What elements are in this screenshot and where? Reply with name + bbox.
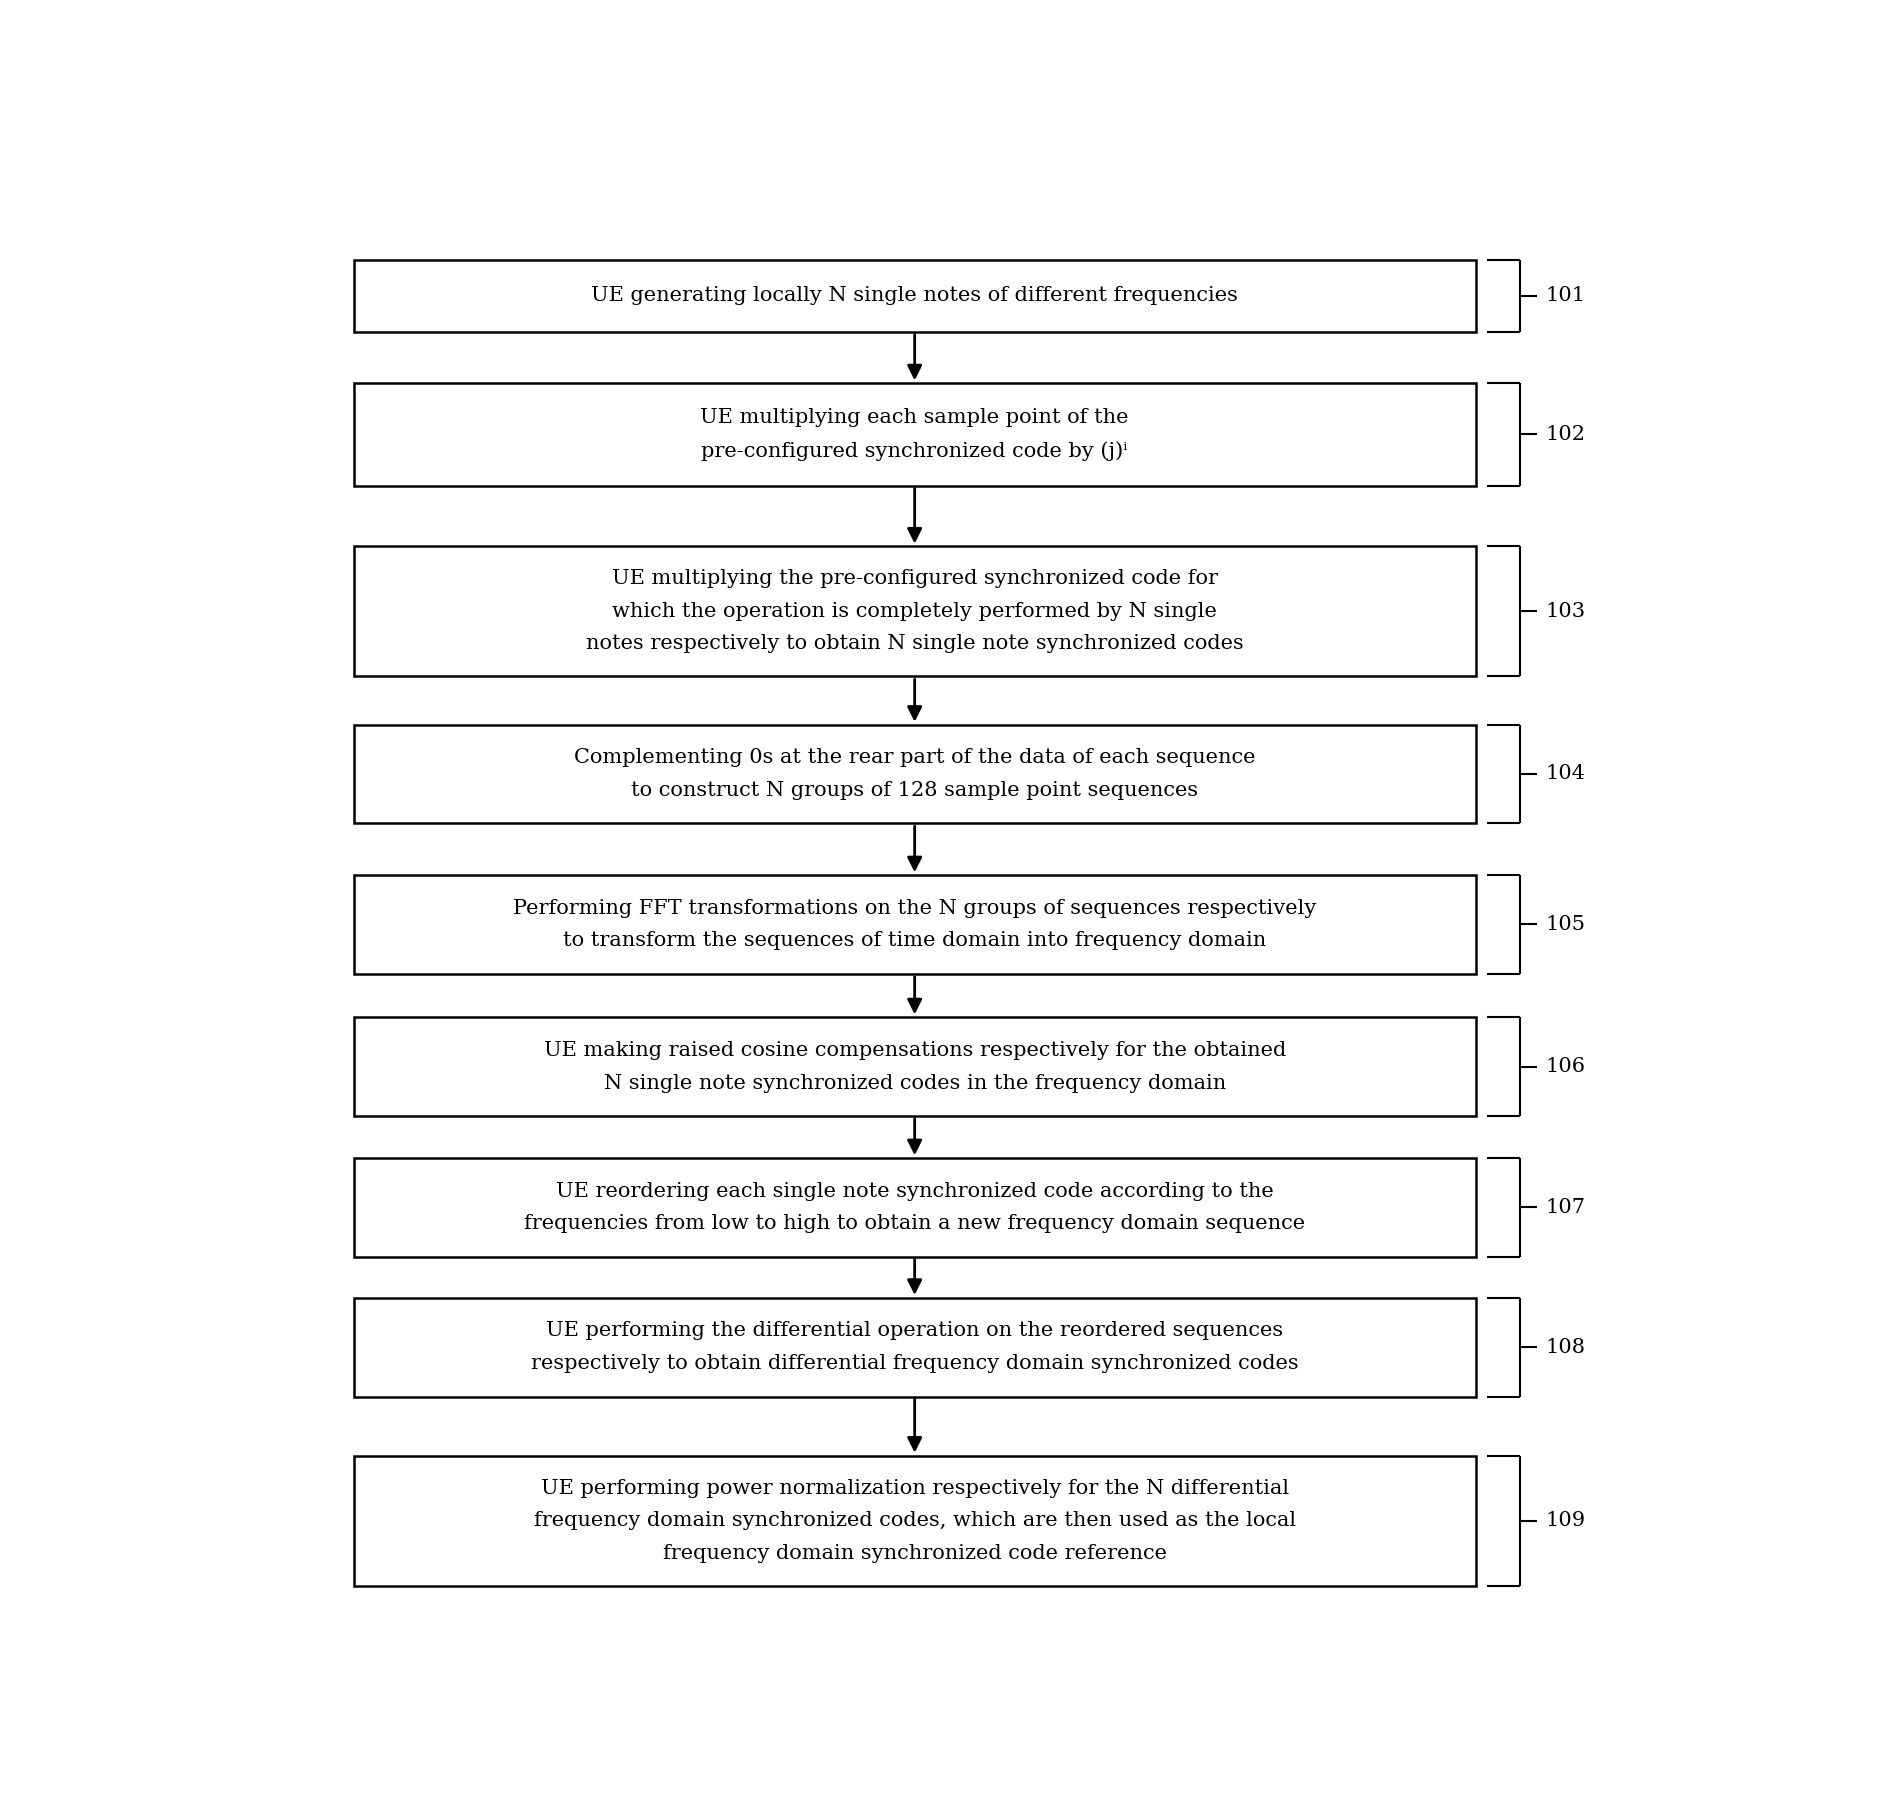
Text: to construct N groups of 128 sample point sequences: to construct N groups of 128 sample poin… (632, 782, 1198, 800)
Text: UE generating locally N single notes of different frequencies: UE generating locally N single notes of … (590, 287, 1237, 305)
Text: which the operation is completely performed by N single: which the operation is completely perfor… (613, 602, 1217, 620)
Text: 102: 102 (1546, 424, 1585, 444)
Bar (354, 874, 1476, 974)
Bar (354, 724, 1476, 824)
Text: Complementing 0s at the rear part of the data of each sequence: Complementing 0s at the rear part of the… (573, 747, 1256, 767)
Text: 101: 101 (1546, 287, 1585, 305)
Text: 104: 104 (1546, 764, 1585, 784)
Text: frequency domain synchronized codes, which are then used as the local: frequency domain synchronized codes, whi… (534, 1511, 1296, 1529)
Text: 103: 103 (1546, 602, 1585, 620)
Text: UE performing the differential operation on the reordered sequences: UE performing the differential operation… (547, 1321, 1283, 1341)
Text: frequency domain synchronized code reference: frequency domain synchronized code refer… (662, 1544, 1167, 1562)
Text: UE multiplying each sample point of the: UE multiplying each sample point of the (700, 408, 1130, 426)
Text: 105: 105 (1546, 914, 1585, 934)
Text: 108: 108 (1546, 1337, 1585, 1357)
Text: to transform the sequences of time domain into frequency domain: to transform the sequences of time domai… (564, 931, 1266, 951)
Text: 109: 109 (1546, 1511, 1585, 1529)
Bar (354, 1157, 1476, 1257)
Bar (354, 259, 1476, 332)
Text: UE performing power normalization respectively for the N differential: UE performing power normalization respec… (541, 1478, 1288, 1498)
Text: N single note synchronized codes in the frequency domain: N single note synchronized codes in the … (604, 1074, 1226, 1092)
Bar (354, 383, 1476, 486)
Text: respectively to obtain differential frequency domain synchronized codes: respectively to obtain differential freq… (532, 1353, 1298, 1373)
Text: 106: 106 (1546, 1058, 1585, 1076)
Text: 107: 107 (1546, 1197, 1585, 1217)
Text: Performing FFT transformations on the N groups of sequences respectively: Performing FFT transformations on the N … (513, 898, 1317, 918)
Bar (354, 1455, 1476, 1585)
Text: notes respectively to obtain N single note synchronized codes: notes respectively to obtain N single no… (587, 635, 1243, 653)
Text: UE making raised cosine compensations respectively for the obtained: UE making raised cosine compensations re… (543, 1041, 1287, 1059)
Text: UE reordering each single note synchronized code according to the: UE reordering each single note synchroni… (556, 1181, 1273, 1201)
Bar (354, 1018, 1476, 1116)
Text: frequencies from low to high to obtain a new frequency domain sequence: frequencies from low to high to obtain a… (524, 1214, 1305, 1234)
Bar (354, 546, 1476, 677)
Text: pre-configured synchronized code by (j)ⁱ: pre-configured synchronized code by (j)ⁱ (702, 441, 1128, 461)
Text: UE multiplying the pre-configured synchronized code for: UE multiplying the pre-configured synchr… (611, 570, 1218, 588)
Bar (354, 1297, 1476, 1397)
